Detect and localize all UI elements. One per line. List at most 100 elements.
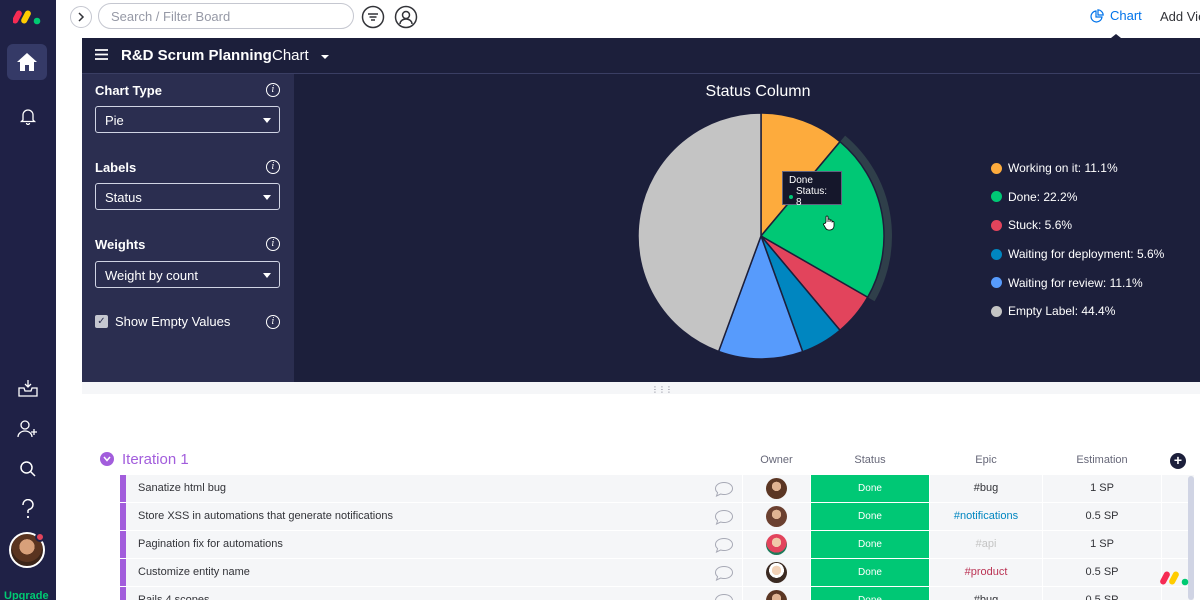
epic-cell[interactable]: #api: [930, 531, 1042, 558]
info-icon[interactable]: i: [266, 83, 280, 97]
notifications-button[interactable]: [14, 102, 42, 130]
pie-slice-1[interactable]: [759, 140, 885, 299]
epic-cell[interactable]: #notifications: [930, 503, 1042, 530]
group-color-bar: [120, 531, 126, 558]
person-filter-icon[interactable]: [394, 5, 418, 29]
owner-cell[interactable]: [743, 503, 810, 530]
item-name[interactable]: Store XSS in automations that generate n…: [138, 510, 393, 522]
weights-dropdown[interactable]: Weight by count: [95, 261, 280, 288]
owner-avatar[interactable]: [766, 506, 787, 527]
column-header-epic[interactable]: Epic: [975, 454, 997, 466]
owner-avatar[interactable]: [766, 478, 787, 499]
drag-handle-icon[interactable]: ⋮⋮⋮: [651, 385, 673, 394]
legend-item[interactable]: Waiting for deployment: 5.6%: [991, 240, 1164, 269]
item-name-cell[interactable]: Rails 4 scopes: [126, 587, 742, 600]
view-title[interactable]: Chart: [272, 47, 309, 64]
table-row[interactable]: Rails 4 scopes Done #bug 0.5 SP: [120, 587, 1194, 600]
owner-avatar[interactable]: [766, 534, 787, 555]
chart-area: Status Column Working on it: 11.1% Done: …: [294, 74, 1200, 382]
status-cell[interactable]: Done: [811, 559, 929, 586]
chart-type-dropdown[interactable]: Pie: [95, 106, 280, 133]
vertical-scrollbar[interactable]: [1188, 476, 1194, 600]
row-end-cell: [1162, 587, 1194, 600]
inbox-button[interactable]: [14, 374, 42, 402]
epic-tag: #notifications: [953, 510, 1019, 522]
column-header-status[interactable]: Status: [854, 454, 886, 466]
invite-members-button[interactable]: [14, 415, 42, 443]
comment-icon[interactable]: [714, 537, 734, 553]
info-icon[interactable]: i: [266, 160, 280, 174]
add-view-button[interactable]: Add Vie: [1160, 9, 1200, 24]
legend-item[interactable]: Working on it: 11.1%: [991, 154, 1164, 183]
item-name-cell[interactable]: Customize entity name: [126, 559, 742, 586]
info-icon[interactable]: i: [266, 237, 280, 251]
estimation-cell[interactable]: 0.5 SP: [1043, 587, 1161, 600]
info-icon[interactable]: i: [266, 315, 280, 329]
legend-swatch: [991, 305, 1002, 317]
menu-icon[interactable]: [95, 49, 108, 60]
comment-icon[interactable]: [714, 565, 734, 581]
help-button[interactable]: [14, 495, 42, 523]
user-avatar[interactable]: [9, 532, 45, 568]
estimation-cell[interactable]: 0.5 SP: [1043, 559, 1161, 586]
epic-cell[interactable]: #bug: [930, 475, 1042, 502]
comment-icon[interactable]: [714, 481, 734, 497]
item-name[interactable]: Customize entity name: [138, 566, 250, 578]
home-button[interactable]: [7, 44, 47, 80]
owner-avatar[interactable]: [766, 562, 787, 583]
legend-item[interactable]: Stuck: 5.6%: [991, 211, 1164, 240]
group-collapse-button[interactable]: [100, 452, 114, 466]
monday-logo-icon[interactable]: [13, 6, 43, 26]
status-cell[interactable]: Done: [811, 587, 929, 600]
estimation-cell[interactable]: 1 SP: [1043, 475, 1161, 502]
filter-icon[interactable]: [361, 5, 385, 29]
owner-cell[interactable]: [743, 475, 810, 502]
legend-item[interactable]: Done: 22.2%: [991, 183, 1164, 212]
column-header-estimation[interactable]: Estimation: [1076, 454, 1128, 466]
status-cell[interactable]: Done: [811, 503, 929, 530]
pie-slice-5[interactable]: [637, 112, 762, 353]
legend-item[interactable]: Waiting for review: 11.1%: [991, 268, 1164, 297]
item-name-cell[interactable]: Pagination fix for automations: [126, 531, 742, 558]
show-empty-checkbox[interactable]: ✓: [95, 315, 108, 328]
group-title[interactable]: Iteration 1: [122, 451, 189, 468]
column-header-owner[interactable]: Owner: [760, 454, 793, 466]
chart-view-tab[interactable]: Chart: [1090, 8, 1142, 23]
item-name[interactable]: Pagination fix for automations: [138, 538, 283, 550]
table-row[interactable]: Pagination fix for automations Done #api 1 …: [120, 531, 1194, 559]
owner-cell[interactable]: [743, 587, 810, 600]
comment-icon[interactable]: [714, 509, 734, 525]
upgrade-link[interactable]: Upgrade: [4, 590, 49, 600]
expand-panel-button[interactable]: [70, 6, 92, 28]
search-button[interactable]: [14, 455, 42, 483]
legend-swatch: [991, 219, 1002, 231]
add-column-button[interactable]: +: [1170, 453, 1186, 469]
item-name[interactable]: Rails 4 scopes: [138, 594, 210, 600]
owner-avatar[interactable]: [766, 590, 787, 600]
status-cell[interactable]: Done: [811, 531, 929, 558]
estimation-cell[interactable]: 0.5 SP: [1043, 503, 1161, 530]
legend-label: Waiting for review: 11.1%: [1008, 275, 1143, 290]
pie-slice-4[interactable]: [717, 233, 804, 360]
item-name[interactable]: Sanatize html bug: [138, 482, 227, 494]
table-row[interactable]: Store XSS in automations that generate n…: [120, 503, 1194, 531]
table-row[interactable]: Customize entity name Done #product 0.5 SP: [120, 559, 1194, 587]
caret-down-icon[interactable]: [320, 53, 330, 61]
labels-dropdown[interactable]: Status: [95, 183, 280, 210]
owner-cell[interactable]: [743, 559, 810, 586]
item-name-cell[interactable]: Sanatize html bug: [126, 475, 742, 502]
owner-cell[interactable]: [743, 531, 810, 558]
estimation-cell[interactable]: 1 SP: [1043, 531, 1161, 558]
inbox-icon: [18, 380, 38, 397]
resize-divider[interactable]: [82, 382, 1200, 394]
table-row[interactable]: Sanatize html bug Done #bug 1 SP: [120, 475, 1194, 503]
legend-swatch: [991, 191, 1002, 203]
comment-icon[interactable]: [714, 593, 734, 600]
search-filter-input[interactable]: [98, 3, 354, 29]
status-cell[interactable]: Done: [811, 475, 929, 502]
epic-cell[interactable]: #bug: [930, 587, 1042, 600]
chart-view-label: Chart: [1110, 8, 1142, 23]
epic-cell[interactable]: #product: [930, 559, 1042, 586]
item-name-cell[interactable]: Store XSS in automations that generate n…: [126, 503, 742, 530]
legend-item[interactable]: Empty Label: 44.4%: [991, 297, 1164, 326]
